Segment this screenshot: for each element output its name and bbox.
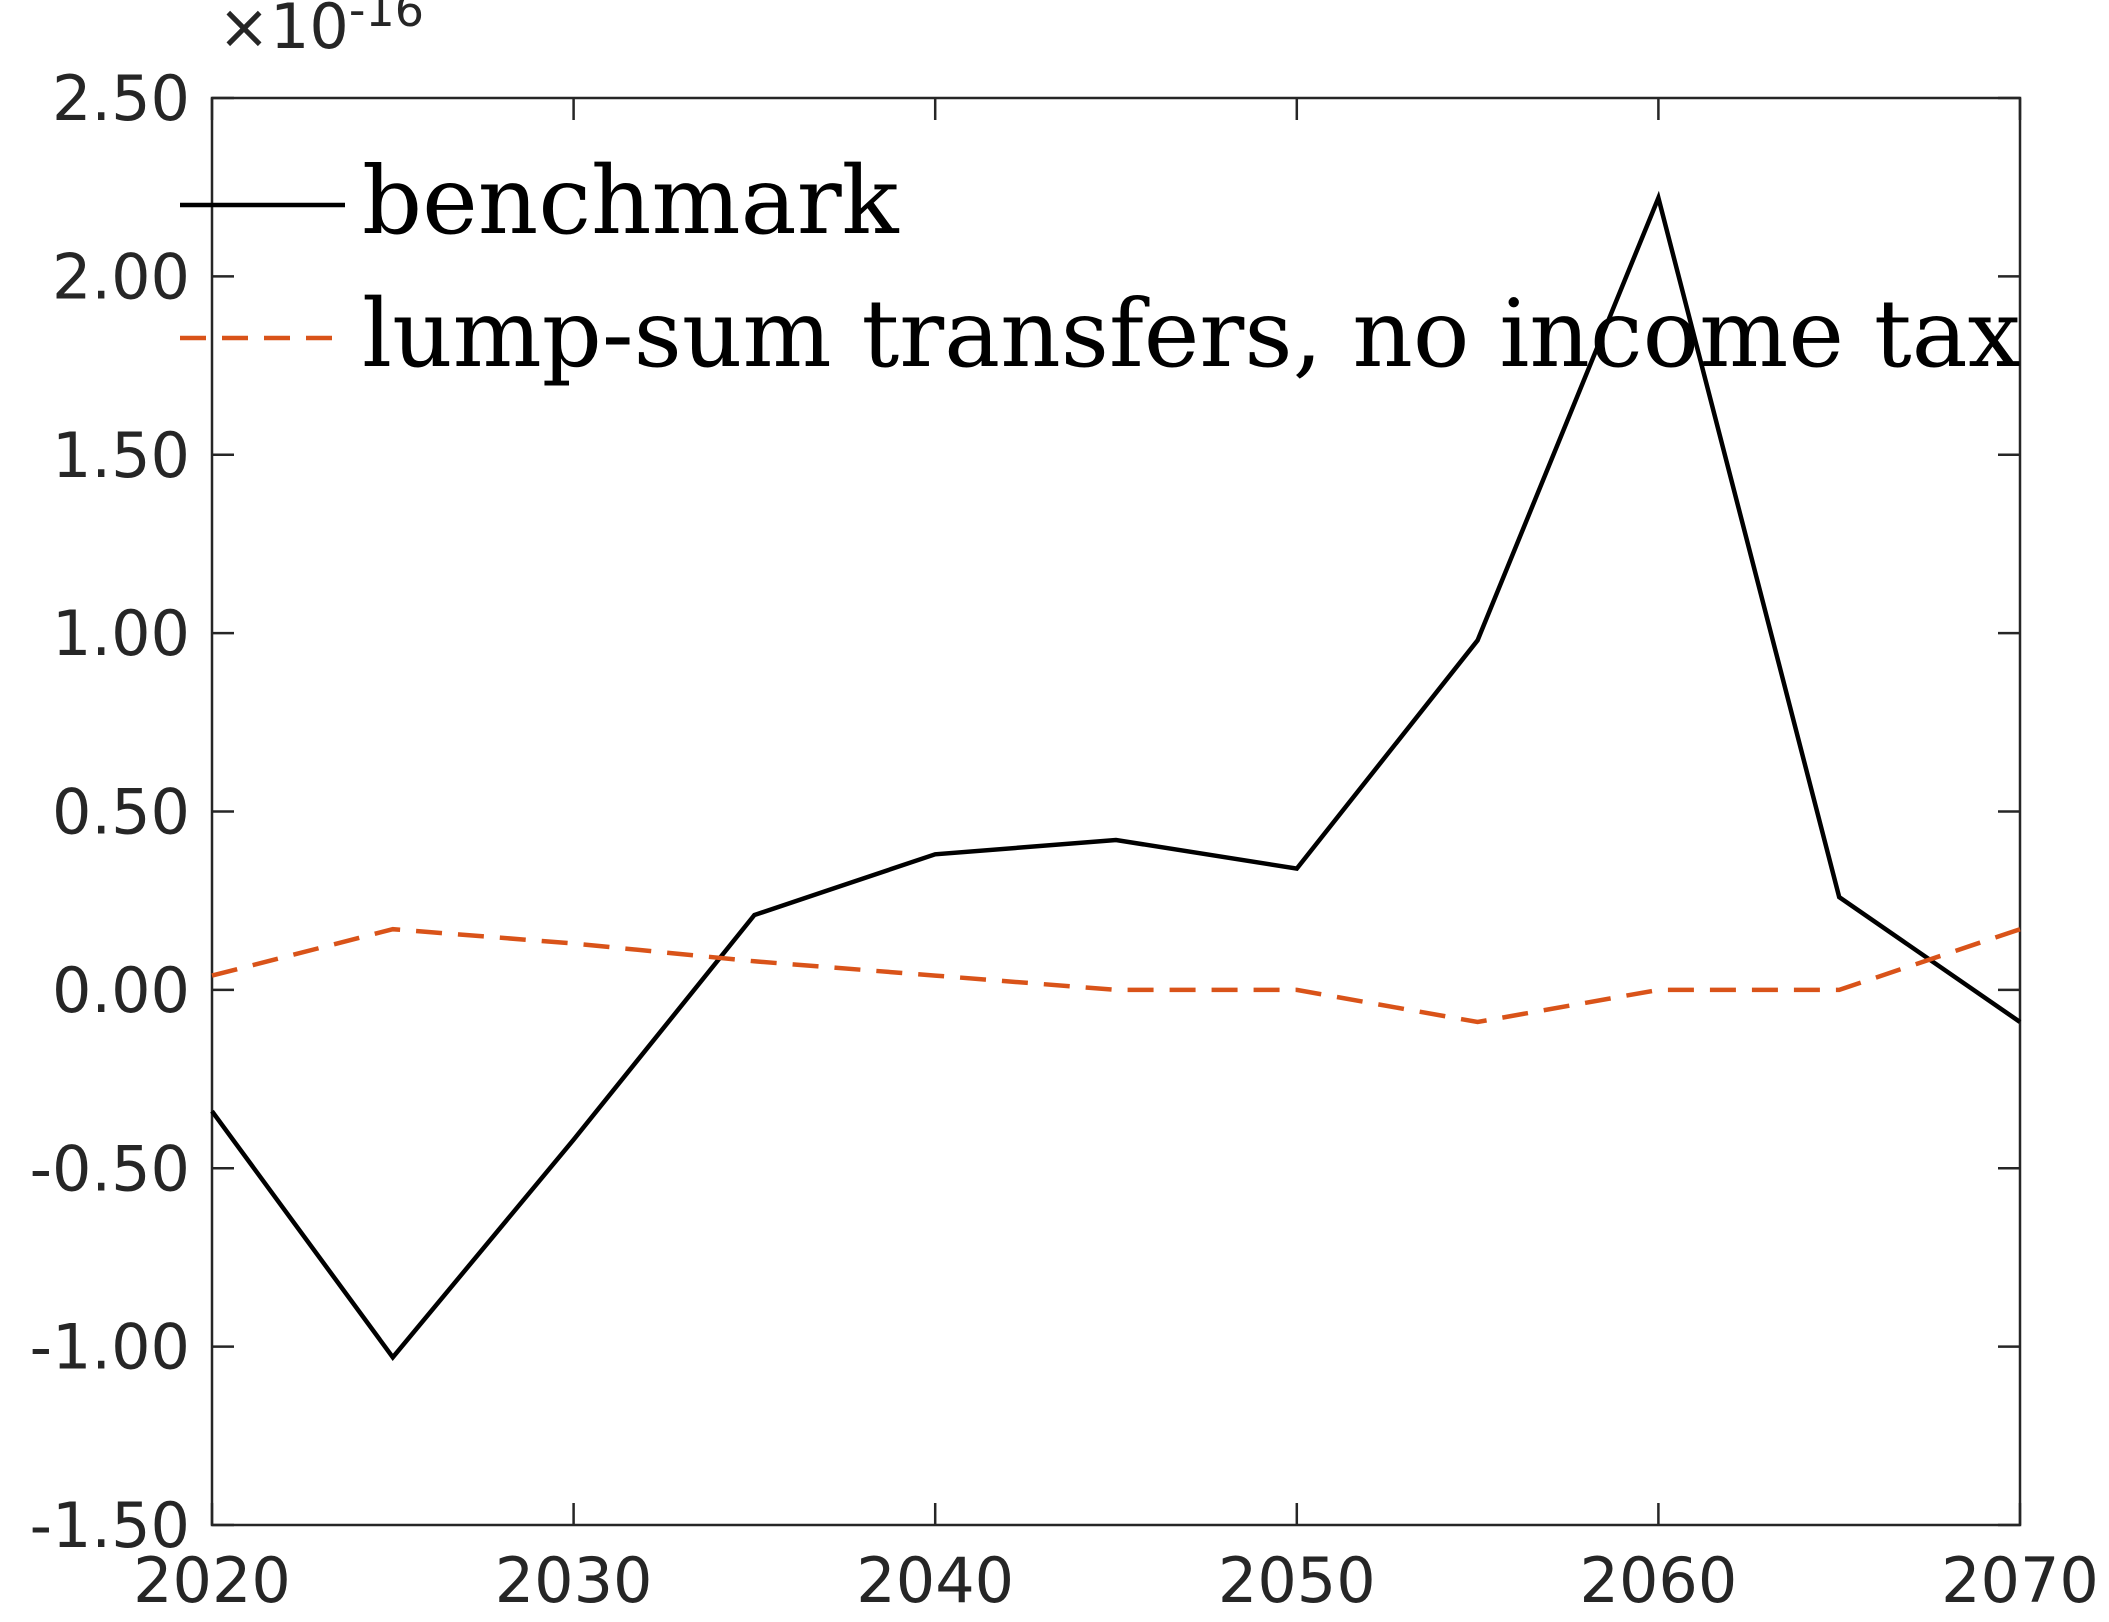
y-axis-tick-labels: 2.50 2.00 1.50 1.00 0.50 0.00 -0.50 -1.00 -1.50 [30, 62, 190, 1562]
y-tick-label: 0.00 [52, 954, 190, 1027]
legend-label-1: benchmark [362, 147, 900, 256]
y-tick-label: 0.50 [52, 776, 190, 849]
x-tick-label: 2070 [1941, 1544, 2099, 1617]
series-lines [210, 190, 2022, 1361]
plot-area [210, 96, 2022, 1527]
series-line-1 [210, 190, 2022, 1361]
x-tick-label: 2050 [1218, 1544, 1376, 1617]
y-tick-label: -1.00 [30, 1311, 190, 1384]
series-line-2 [211, 926, 2021, 1025]
y-tick-label: -1.50 [30, 1489, 190, 1562]
y-tick-label: -0.50 [30, 1132, 190, 1205]
legend-label-2: lump-sum transfers, no income tax [362, 280, 2021, 389]
y-tick-label: 2.00 [52, 240, 190, 313]
x-tick-label: 2020 [133, 1544, 291, 1617]
y-exponent-base: ×10 [218, 0, 349, 63]
y-exponent-power: -16 [349, 0, 424, 37]
y-tick-label: 1.00 [52, 597, 190, 670]
x-tick-label: 2040 [856, 1544, 1014, 1617]
x-tick-label: 2060 [1580, 1544, 1738, 1617]
axis-ticks [210, 96, 2022, 1527]
y-exponent-label: ×10-16 [218, 0, 424, 63]
y-tick-label: 2.50 [52, 62, 190, 135]
x-axis-tick-labels: 2020 2030 2040 2050 2060 2070 [133, 1544, 2099, 1617]
x-tick-label: 2030 [495, 1544, 653, 1617]
y-tick-label: 1.50 [52, 419, 190, 492]
legend: benchmark lump-sum transfers, no income t… [180, 147, 2021, 389]
